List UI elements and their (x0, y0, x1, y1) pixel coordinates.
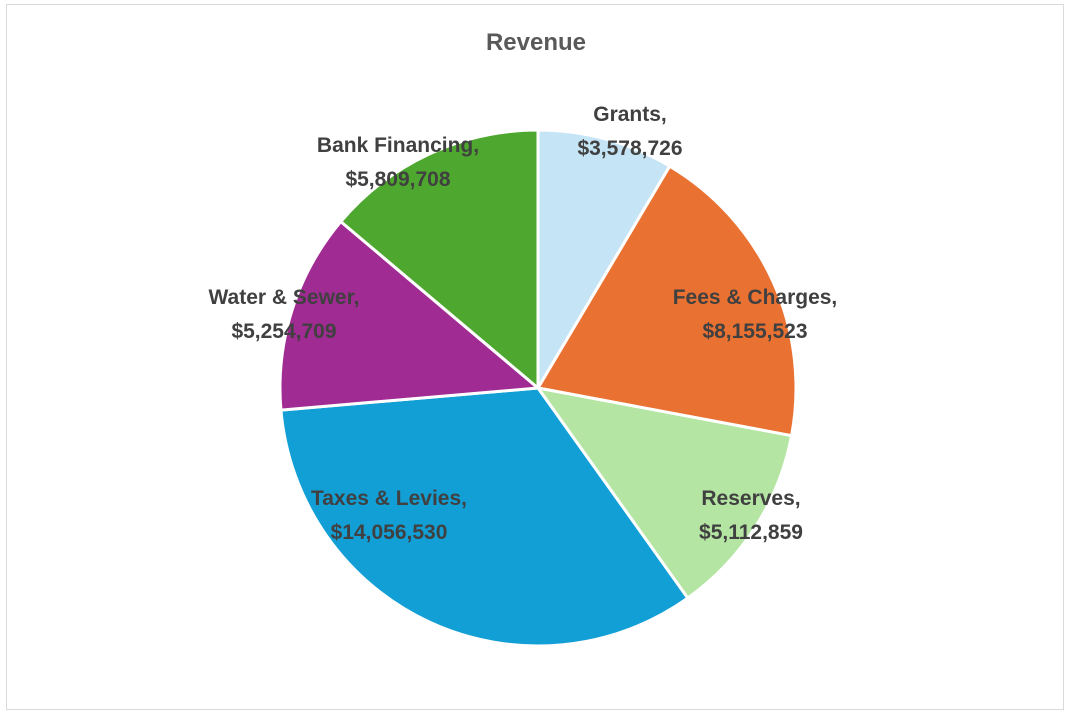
data-label-bank-financing: Bank Financing, $5,809,708 (317, 134, 479, 191)
data-label-water-sewer: Water & Sewer, $5,254,709 (209, 286, 360, 343)
pie-slices (278, 128, 798, 648)
data-label-reserves: Reserves, $5,112,859 (699, 487, 803, 544)
pie-slice-taxes-levies (279, 386, 690, 648)
pie-slice-fees-charges (536, 164, 798, 438)
data-label-taxes-levies: Taxes & Levies, $14,056,530 (311, 487, 467, 544)
pie-slice-bank-financing (339, 128, 540, 390)
data-label-grants: Grants, $3,578,726 (577, 103, 682, 160)
pie-slice-water-sewer (278, 220, 540, 412)
pie-slice-grants (536, 128, 672, 390)
pie-slice-reserves (536, 386, 794, 600)
chart-title: Revenue (486, 29, 586, 56)
data-label-fees-charges: Fees & Charges, $8,155,523 (673, 286, 838, 343)
data-labels: Grants, $3,578,726 Fees & Charges, $8,155,5… (209, 103, 838, 544)
